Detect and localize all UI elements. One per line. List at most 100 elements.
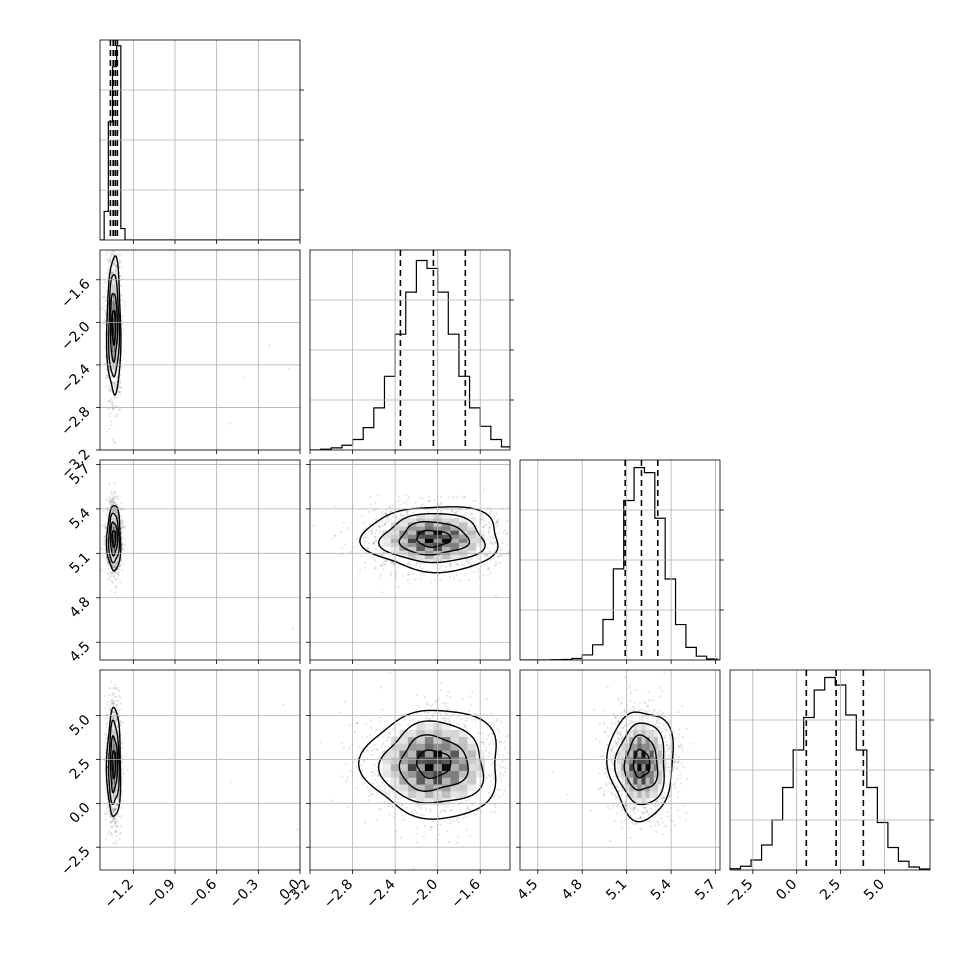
scatter-point xyxy=(463,724,467,728)
scatter-point xyxy=(413,808,416,812)
scatter-point xyxy=(105,252,108,255)
scatter-point xyxy=(111,715,114,718)
density-cell xyxy=(625,763,630,771)
scatter-point xyxy=(406,572,410,576)
scatter-point xyxy=(427,711,431,714)
scatter-point xyxy=(106,806,109,809)
scatter-point xyxy=(495,520,498,523)
scatter-point xyxy=(110,806,113,810)
scatter-point xyxy=(488,751,491,754)
scatter-point xyxy=(677,745,680,748)
scatter-point xyxy=(110,402,114,405)
scatter-point xyxy=(628,722,632,725)
scatter-point xyxy=(616,795,619,799)
scatter-point xyxy=(113,495,116,498)
scatter-point xyxy=(112,501,115,504)
density-cell xyxy=(113,518,115,523)
scatter-point xyxy=(113,818,116,822)
scatter-point xyxy=(113,564,117,567)
density-cell xyxy=(113,352,116,361)
scatter-point xyxy=(388,793,391,797)
density-cell xyxy=(467,522,477,527)
scatter-point xyxy=(383,563,386,566)
scatter-point xyxy=(374,559,377,562)
scatter-point xyxy=(107,266,110,269)
scatter-point xyxy=(113,824,116,827)
scatter-point xyxy=(367,799,370,802)
scatter-point xyxy=(105,716,108,720)
scatter-point xyxy=(110,590,113,593)
scatter-point xyxy=(495,778,499,781)
density-cell xyxy=(416,526,426,531)
density-cell xyxy=(467,538,477,543)
scatter-point xyxy=(113,502,117,505)
scatter-point xyxy=(387,789,391,792)
scatter-point xyxy=(115,511,118,515)
density-cell xyxy=(441,550,451,556)
scatter-point xyxy=(118,260,121,263)
scatter-point xyxy=(489,526,492,529)
density-cell xyxy=(649,784,655,792)
scatter-point xyxy=(672,730,675,733)
density-cell xyxy=(649,757,655,765)
density-cell xyxy=(399,763,409,771)
scatter-point xyxy=(462,496,466,499)
scatter-point xyxy=(446,707,450,710)
scatter-point xyxy=(377,774,380,778)
scatter-point xyxy=(114,807,117,810)
scatter-point xyxy=(397,585,400,588)
density-cell xyxy=(416,729,426,737)
scatter-point xyxy=(122,526,126,529)
scatter-point xyxy=(418,496,421,500)
scatter-point xyxy=(108,694,111,697)
scatter-point xyxy=(460,718,463,721)
scatter-point xyxy=(616,805,619,808)
scatter-point xyxy=(105,304,108,308)
scatter-point xyxy=(623,819,626,822)
scatter-point xyxy=(115,562,119,565)
scatter-point xyxy=(664,825,667,828)
density-cell xyxy=(407,546,417,552)
scatter-point xyxy=(610,750,613,753)
scatter-point xyxy=(113,262,116,265)
scatter-point xyxy=(392,728,395,731)
scatter-point xyxy=(502,793,505,796)
scatter-point xyxy=(656,711,659,714)
scatter-point xyxy=(107,578,110,581)
scatter-point xyxy=(112,819,115,822)
scatter-point xyxy=(678,745,681,748)
scatter-point xyxy=(643,806,647,809)
density-cell xyxy=(113,784,115,792)
scatter-point xyxy=(113,381,116,384)
scatter-point xyxy=(115,842,118,845)
scatter-point xyxy=(401,818,404,822)
scatter-point xyxy=(368,790,371,793)
density-cell xyxy=(117,546,119,552)
scatter-point xyxy=(669,733,672,736)
scatter-point xyxy=(115,405,118,408)
scatter-point xyxy=(113,383,116,386)
scatter-point xyxy=(110,820,113,824)
scatter-point xyxy=(481,516,484,519)
density-cell xyxy=(617,757,622,765)
scatter-point xyxy=(423,574,426,577)
scatter-point xyxy=(372,509,375,512)
scatter-point xyxy=(377,773,380,776)
scatter-point xyxy=(342,521,345,524)
scatter-point xyxy=(113,263,116,267)
scatter-point xyxy=(114,245,116,247)
scatter-point xyxy=(113,683,116,686)
scatter-point xyxy=(643,806,646,809)
scatter-point xyxy=(113,563,117,566)
scatter-point xyxy=(339,530,343,534)
scatter-point xyxy=(117,497,120,500)
density-cell xyxy=(113,284,115,293)
density-cell xyxy=(114,343,116,353)
density-cell xyxy=(115,784,117,792)
density-cell xyxy=(113,797,115,805)
scatter-point xyxy=(468,561,471,565)
scatter-point xyxy=(109,831,112,834)
scatter-point xyxy=(103,768,106,771)
scatter-point xyxy=(678,816,681,819)
